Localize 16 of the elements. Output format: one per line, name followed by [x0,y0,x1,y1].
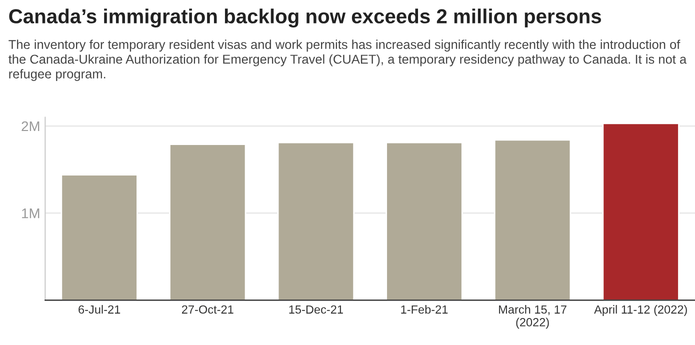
bar [169,144,246,300]
x-tick-label: 1-Feb-21 [401,305,448,314]
bar [386,142,463,300]
x-tick-label: 27-Oct-21 [182,305,234,314]
x-tick-label: 6-Jul-21 [78,305,120,314]
chart-subtitle: The inventory for temporary resident visas and work permits has increased significantly recently with the introduction of the Canada-Ukraine Authorization for Emergency Travel (CUAET), a temporary residency pathway to Canada. It is not a refugee program. [8,40,687,81]
bar [494,139,572,300]
y-tick-label: 2M [22,121,40,132]
x-tick-label: April 11-12 (2022) [594,305,687,316]
y-tick-label: 1M [22,208,40,218]
x-tick-label: March 15, 17 (2022) [499,305,566,329]
bar [602,122,680,300]
bar [60,174,138,300]
chart-title: Canada’s immigration backlog now exceeds 2 million persons [9,8,602,28]
bar [277,142,355,300]
x-tick-label: 15-Dec-21 [289,305,343,314]
